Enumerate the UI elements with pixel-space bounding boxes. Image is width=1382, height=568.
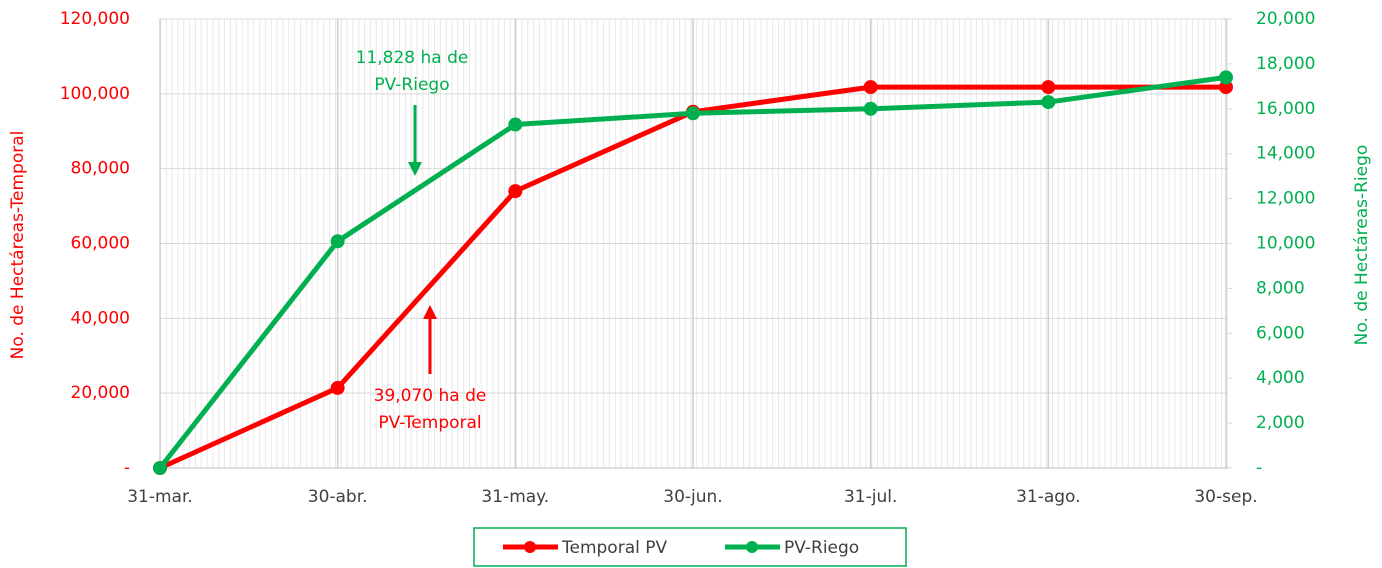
x-tick-label: 31-ago. <box>1016 487 1080 507</box>
x-tick-label: 30-abr. <box>308 487 368 507</box>
point <box>153 461 167 475</box>
y2-axis-title: No. de Hectáreas-Riego <box>1352 145 1372 346</box>
y2-tick-label: 12,000 <box>1256 189 1315 209</box>
legend-marker <box>746 541 758 553</box>
y2-tick-label: 20,000 <box>1256 9 1315 29</box>
y-tick-label: 60,000 <box>71 234 130 254</box>
legend-label: PV-Riego <box>784 538 859 558</box>
y2-tick-label: - <box>1256 458 1262 478</box>
y2-tick-label: 14,000 <box>1256 144 1315 164</box>
legend-label: Temporal PV <box>561 538 667 558</box>
y2-tick-label: 4,000 <box>1256 368 1305 388</box>
y2-tick-label: 8,000 <box>1256 278 1305 298</box>
x-tick-label: 31-mar. <box>127 487 193 507</box>
arrow-head <box>408 162 422 176</box>
y2-tick-label: 2,000 <box>1256 413 1305 433</box>
y2-tick-label: 10,000 <box>1256 234 1315 254</box>
point <box>863 80 878 95</box>
y2-tick-label: 6,000 <box>1256 323 1305 343</box>
annotation: PV-Riego <box>374 75 449 95</box>
y-tick-label: 40,000 <box>71 308 130 328</box>
x-tick-label: 30-sep. <box>1194 487 1257 507</box>
y-axis-title: No. de Hectáreas-Temporal <box>8 131 28 360</box>
y-tick-label: 20,000 <box>71 383 130 403</box>
x-tick-label: 31-jul. <box>844 487 897 507</box>
point <box>863 101 878 116</box>
x-tick-label: 30-jun. <box>663 487 722 507</box>
point <box>686 106 700 121</box>
y-tick-label: 100,000 <box>60 84 130 104</box>
legend-marker <box>524 541 536 553</box>
annotation: PV-Temporal <box>378 413 481 433</box>
x-tick-label: 31-may. <box>481 487 549 507</box>
y2-tick-label: 18,000 <box>1256 54 1315 74</box>
point <box>330 234 345 249</box>
arrow-head <box>423 305 437 319</box>
y2-tick-label: 16,000 <box>1256 99 1315 119</box>
point <box>1219 80 1233 95</box>
y-tick-label: - <box>124 458 130 478</box>
annotation: 39,070 ha de <box>374 386 487 406</box>
point <box>508 117 523 132</box>
annotation: 11,828 ha de <box>356 48 469 68</box>
point <box>508 184 523 199</box>
point <box>330 380 345 395</box>
point <box>1041 80 1056 95</box>
point <box>1041 95 1056 110</box>
y-tick-label: 80,000 <box>71 159 130 179</box>
point <box>1219 70 1233 85</box>
y-tick-label: 120,000 <box>60 9 130 29</box>
